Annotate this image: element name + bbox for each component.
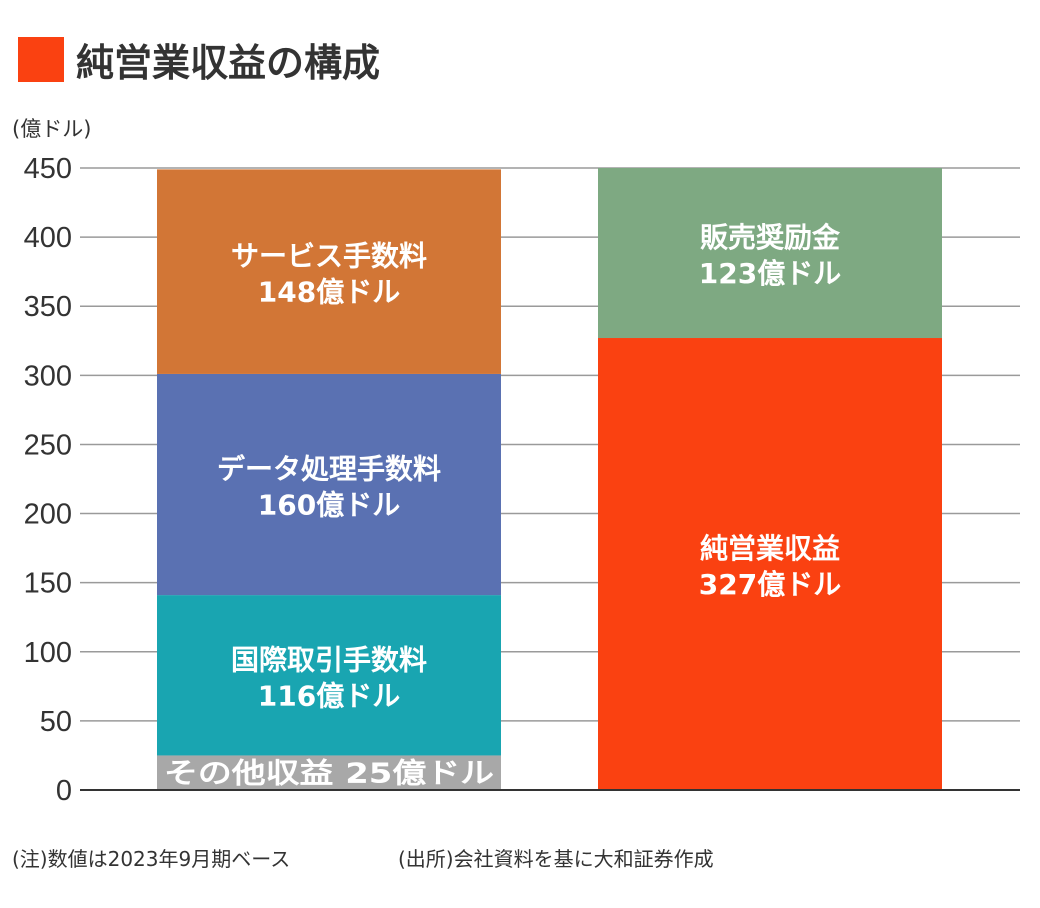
segment-name-label: サービス手数料: [231, 240, 427, 273]
bar-segment: [157, 169, 501, 374]
y-tick-label: 100: [24, 637, 72, 669]
footer-note: (注)数値は2023年9月期ベース: [12, 847, 290, 871]
y-tick-label: 200: [24, 499, 72, 531]
y-tick-label: 250: [24, 429, 72, 461]
y-tick-label: 450: [24, 153, 72, 185]
segment-name-label: データ処理手数料: [217, 453, 441, 486]
bar-segment: [157, 595, 501, 756]
segment-name-label: 国際取引手数料: [231, 643, 427, 676]
title-marker: [18, 37, 64, 82]
bar-segment: [598, 338, 942, 790]
bar-segment: [598, 168, 942, 339]
y-axis-label: (億ドル): [12, 117, 91, 141]
data-label: 148億ドル: [258, 276, 400, 309]
y-tick-label: 400: [24, 222, 72, 254]
data-label: 160億ドル: [258, 489, 400, 522]
bar-segment: [157, 755, 501, 790]
chart-title: 純営業収益の構成: [76, 41, 380, 85]
segment-name-label: 販売奨励金: [700, 221, 841, 254]
y-tick-label: 0: [56, 775, 72, 807]
y-tick-label: 300: [24, 360, 72, 392]
footer-source: (出所)会社資料を基に大和証券作成: [398, 847, 714, 871]
y-tick-label: 350: [24, 291, 72, 323]
data-label: 116億ドル: [258, 679, 400, 712]
segment-name-label: 純営業収益: [700, 532, 840, 565]
data-label: その他収益 25億ドル: [164, 757, 494, 790]
y-tick-label: 50: [40, 706, 72, 738]
y-tick-label: 150: [24, 568, 72, 600]
bar-segment: [157, 373, 501, 596]
data-label: 327億ドル: [699, 568, 841, 601]
data-label: 123億ドル: [699, 257, 841, 290]
